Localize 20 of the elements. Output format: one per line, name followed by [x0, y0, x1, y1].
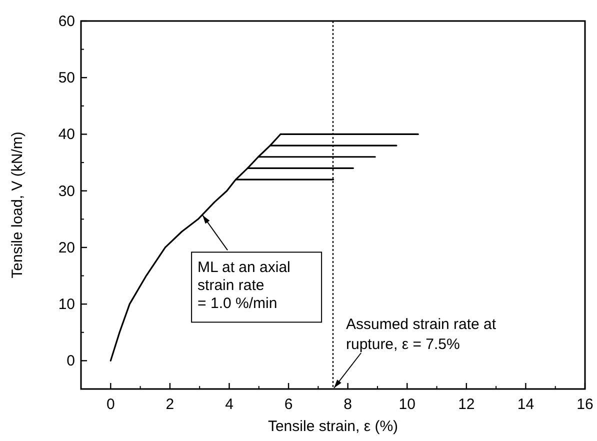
x-tick-label: 14 [517, 396, 534, 413]
x-tick-label: 10 [398, 396, 416, 413]
y-tick-label: 20 [58, 239, 75, 256]
y-axis-title: Tensile load, V (kN/m) [9, 132, 26, 278]
x-tick-label: 2 [166, 396, 174, 413]
y-tick-label: 40 [58, 126, 75, 144]
annotation: Assumed strain rate at rupture, ε = 7.5% [346, 316, 497, 353]
x-tick-label: 8 [344, 396, 352, 413]
y-tick-label: 10 [58, 296, 75, 314]
y-tick-label: 50 [58, 70, 75, 87]
x-axis-title: Tensile strain, ε (%) [268, 418, 398, 435]
y-tick-label: 60 [58, 13, 75, 30]
x-tick-label: 16 [576, 396, 594, 413]
x-tick-label: 6 [284, 396, 293, 413]
y-tick-label: 0 [66, 352, 75, 370]
y-tick-label: 30 [58, 182, 75, 200]
annotation: ML at an axial strain rate = 1.0 %/min [198, 259, 290, 312]
x-tick-label: 12 [458, 396, 475, 413]
x-tick-label: 0 [106, 396, 115, 413]
x-tick-label: 4 [225, 396, 234, 413]
